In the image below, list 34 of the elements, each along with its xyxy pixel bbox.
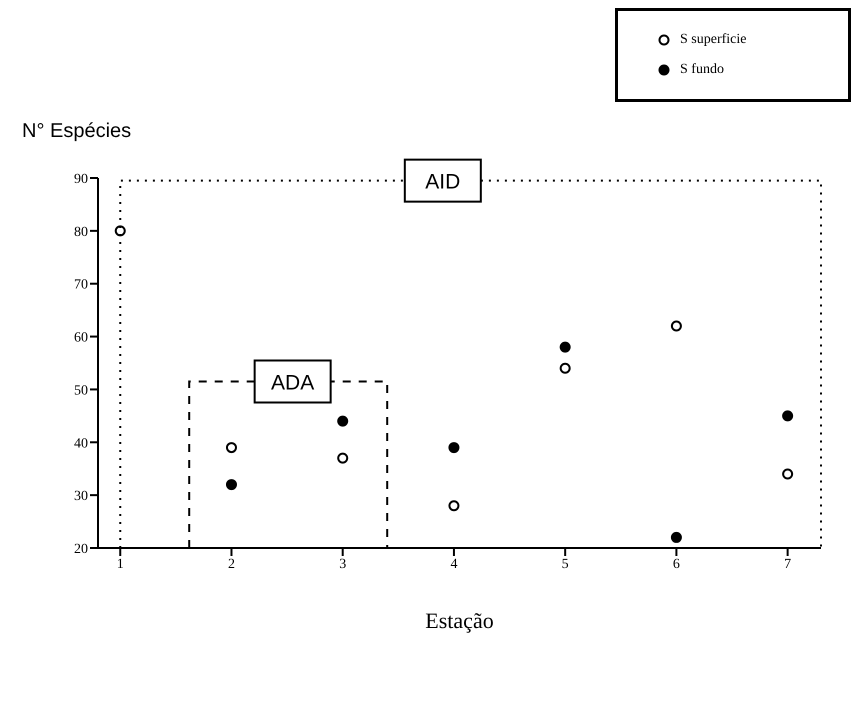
point [560,362,571,374]
point [782,468,794,480]
annotation: ADA [271,372,314,394]
y-axis-title: N° Espécies [22,120,132,143]
y-tick-label: 80 [74,224,88,240]
legend-label: S fundo [680,62,724,78]
y-tick-label: 20 [74,542,88,557]
y-tick-label: 60 [74,330,88,346]
point [226,479,237,490]
legend-label: S superficie [680,32,746,48]
x-tick-label: 7 [784,556,792,572]
point [114,225,126,236]
x-tick-label: 2 [228,556,235,572]
x-tick-label: 1 [116,556,124,572]
y-tick-label: 50 [74,383,88,398]
point [560,342,571,353]
y-tick-label: 30 [74,489,88,504]
y-tick-label: 90 [74,172,88,187]
x-tick-label: 6 [672,556,680,572]
point [670,320,682,332]
point [670,532,682,543]
point [782,410,794,422]
x-tick-label: 5 [562,556,569,572]
point [226,442,237,454]
point [337,452,348,464]
y-tick-label: 40 [74,436,88,452]
x-tick-label: 4 [450,556,458,572]
point [337,416,348,427]
point [448,442,460,454]
x-axis-title: Estação [425,608,494,633]
annotation: AID [425,170,460,194]
y-tick-label: 70 [74,278,88,293]
point [448,500,460,512]
x-tick-label: 3 [339,556,346,572]
